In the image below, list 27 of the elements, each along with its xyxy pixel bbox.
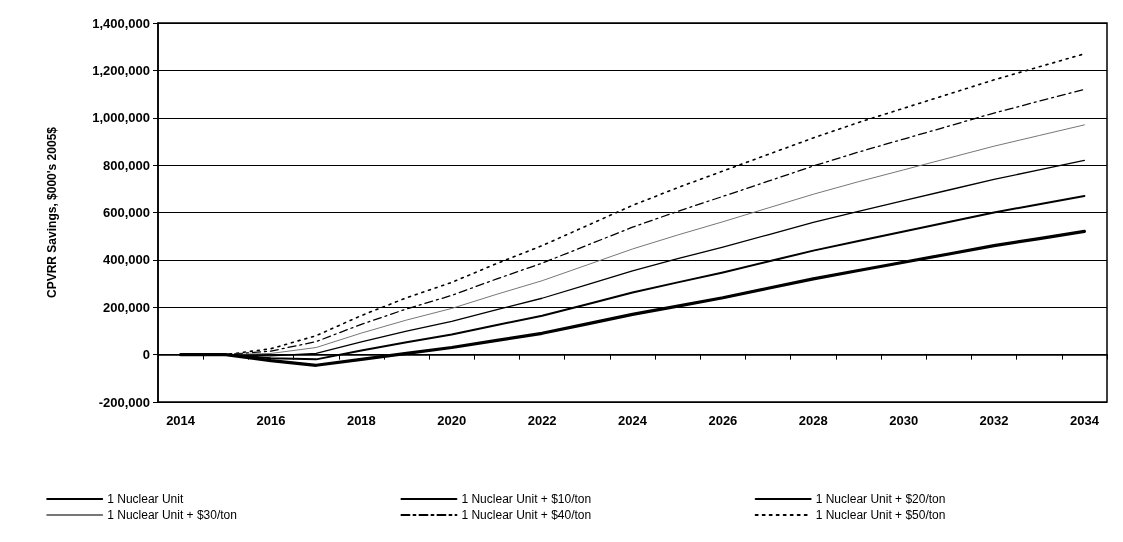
y-tick-label: -200,000 <box>98 394 150 410</box>
y-tick-label: 1,200,000 <box>92 62 150 78</box>
legend-label: 1 Nuclear Unit + $50/ton <box>815 508 946 522</box>
x-tick-label: 2032 <box>979 413 1009 428</box>
x-tick-label: 2020 <box>437 413 467 428</box>
x-tick-label: 2030 <box>889 413 919 428</box>
y-tick-label: 800,000 <box>103 157 150 173</box>
x-tick-label: 2028 <box>798 413 828 428</box>
legend-label: 1 Nuclear Unit + $10/ton <box>461 492 592 506</box>
x-tick-label: 2034 <box>1069 413 1100 428</box>
y-tick-label: 400,000 <box>103 252 150 268</box>
x-tick-label: 2014 <box>166 413 196 428</box>
y-tick-label: 1,400,000 <box>92 15 150 31</box>
legend-label: 1 Nuclear Unit + $40/ton <box>461 508 592 522</box>
legend-label: 1 Nuclear Unit + $30/ton <box>107 508 237 522</box>
y-tick-label: 1,000,000 <box>92 110 150 126</box>
y-tick-label: 0 <box>142 347 150 363</box>
y-axis-title: CPVRR Savings, $000's 2005$ <box>45 126 59 298</box>
x-tick-label: 2018 <box>346 413 376 428</box>
x-tick-label: 2026 <box>708 413 738 428</box>
x-tick-label: 2016 <box>256 413 286 428</box>
legend-label: 1 Nuclear Unit <box>107 492 184 506</box>
y-tick-label: 200,000 <box>103 299 150 315</box>
x-tick-label: 2024 <box>618 413 648 428</box>
legend-label: 1 Nuclear Unit + $20/ton <box>815 492 946 506</box>
y-tick-label: 600,000 <box>103 205 150 220</box>
x-tick-label: 2022 <box>527 413 557 428</box>
